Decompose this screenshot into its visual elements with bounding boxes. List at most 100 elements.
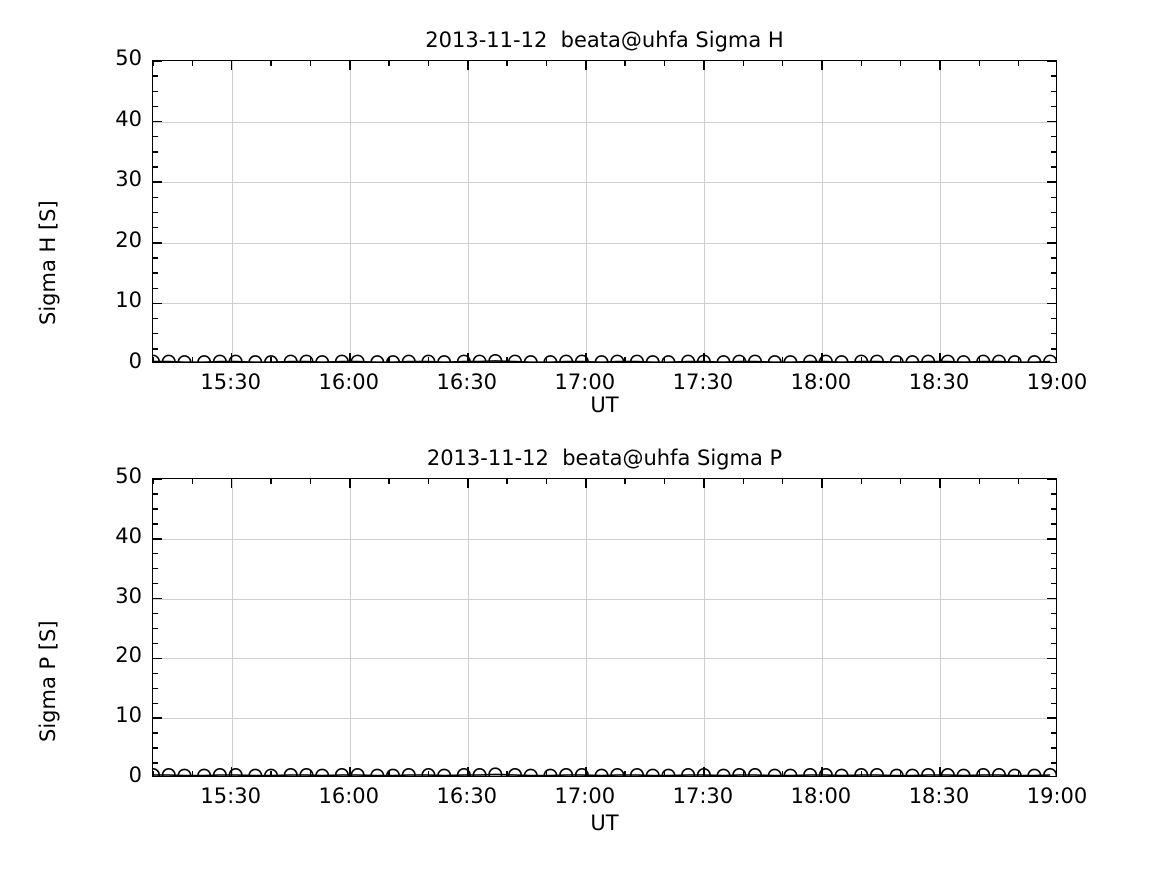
data-point-marker [248, 768, 263, 776]
data-point-marker [921, 354, 936, 362]
gridline-horizontal [153, 538, 1056, 540]
y-axis-minor-tick [1051, 672, 1056, 675]
data-point-marker [437, 355, 452, 362]
x-axis-tick [821, 479, 823, 488]
y-axis-minor-tick [1051, 226, 1056, 229]
x-axis-tick [939, 353, 941, 362]
x-tick-label: 17:30 [672, 370, 734, 394]
data-point-marker [334, 768, 349, 776]
x-axis-minor-tick [545, 357, 548, 362]
x-axis-tick [466, 767, 469, 776]
y-axis-minor-tick [1051, 348, 1056, 350]
data-point-marker [681, 354, 696, 362]
data-point-marker [976, 354, 991, 362]
x-axis-tick [585, 61, 587, 70]
x-axis-label-sigma-p: UT [590, 811, 619, 835]
y-axis-tick [1047, 717, 1056, 719]
x-tick-label: 19:00 [1026, 784, 1088, 808]
y-axis-minor-tick [1051, 287, 1056, 289]
data-point-marker [629, 768, 644, 776]
y-axis-minor-tick [153, 136, 158, 138]
data-point-marker [681, 768, 696, 776]
y-axis-minor-tick [1051, 568, 1056, 570]
y-axis-minor-tick [1051, 687, 1056, 689]
gridline-vertical [585, 61, 587, 362]
gridline-horizontal [153, 242, 1056, 244]
x-axis-minor-tick [860, 357, 862, 362]
data-point-marker [228, 354, 243, 362]
data-point-marker [956, 355, 971, 362]
x-axis-tick [585, 767, 587, 776]
x-axis-minor-tick [191, 771, 194, 776]
y-axis-minor-tick [1051, 523, 1056, 525]
y-axis-minor-tick [1051, 257, 1056, 259]
x-tick-label: 17:00 [554, 370, 616, 394]
y-tick-label: 50 [115, 46, 142, 70]
data-point-marker [783, 355, 798, 362]
y-axis-tick [153, 479, 162, 480]
x-tick-label: 18:00 [790, 370, 852, 394]
gridline-horizontal [153, 598, 1056, 600]
x-tick-label: 16:00 [318, 370, 379, 394]
y-axis-minor-tick [153, 508, 158, 510]
y-axis-tick [153, 120, 162, 123]
x-axis-minor-tick [624, 357, 626, 362]
x-axis-minor-tick [663, 61, 666, 66]
y-tick-label: 40 [115, 523, 142, 548]
y-tick-label: 10 [115, 288, 142, 313]
data-point-marker [523, 768, 538, 776]
y-tick-label: 30 [115, 583, 142, 608]
data-point-marker [488, 767, 503, 776]
x-axis-tick [821, 767, 823, 776]
data-point-marker [315, 355, 330, 362]
x-axis-minor-tick [1017, 357, 1020, 362]
x-tick-label: 18:30 [908, 784, 970, 808]
x-axis-minor-tick [506, 357, 508, 362]
y-axis-minor-tick [153, 166, 158, 168]
gridline-vertical [939, 61, 941, 362]
data-point-marker [610, 768, 625, 776]
data-point-marker [594, 768, 609, 776]
y-axis-tick [1047, 181, 1056, 183]
x-axis-minor-tick [506, 771, 508, 776]
y-axis-tick [153, 657, 162, 660]
data-point-marker [594, 355, 609, 362]
y-axis-minor-tick [153, 348, 158, 350]
x-axis-minor-tick [899, 771, 902, 776]
y-tick-label: 30 [115, 167, 142, 192]
data-point-marker [401, 354, 416, 362]
y-axis-minor-tick [153, 732, 158, 734]
data-point-marker [212, 354, 227, 362]
y-axis-minor-tick [1051, 136, 1056, 138]
y-axis-tick [1047, 538, 1056, 540]
panel-title-sigma-h: 2013-11-12 beata@uhfa Sigma H [425, 28, 784, 52]
data-point-marker [921, 768, 936, 776]
data-point-marker [629, 354, 644, 362]
x-axis-minor-tick [506, 479, 508, 484]
y-axis-tick [1047, 242, 1056, 244]
y-axis-tick [1047, 61, 1056, 62]
gridline-vertical [349, 479, 351, 776]
data-point-marker [645, 768, 660, 776]
data-point-marker [153, 768, 160, 776]
y-axis-minor-tick [153, 747, 158, 749]
x-tick-label: 17:30 [672, 784, 734, 808]
gridline-horizontal [153, 718, 1056, 720]
x-axis-minor-tick [427, 771, 430, 776]
data-point-marker [421, 768, 436, 776]
x-tick-label: 16:30 [436, 370, 498, 394]
x-axis-minor-tick [270, 357, 272, 362]
y-axis-tick [153, 242, 162, 244]
gridline-vertical [939, 479, 941, 776]
x-tick-label: 18:00 [790, 784, 852, 808]
x-axis-minor-tick [1017, 61, 1020, 66]
y-axis-minor-tick [153, 523, 158, 525]
y-axis-minor-tick [153, 702, 158, 704]
data-point-marker [228, 768, 243, 776]
data-point-marker [248, 355, 263, 362]
x-axis-minor-tick [624, 479, 626, 484]
y-axis-minor-tick [1051, 612, 1056, 615]
y-tick-label: 50 [115, 464, 142, 488]
y-axis-minor-tick [1051, 732, 1056, 734]
gridline-horizontal [153, 182, 1056, 184]
